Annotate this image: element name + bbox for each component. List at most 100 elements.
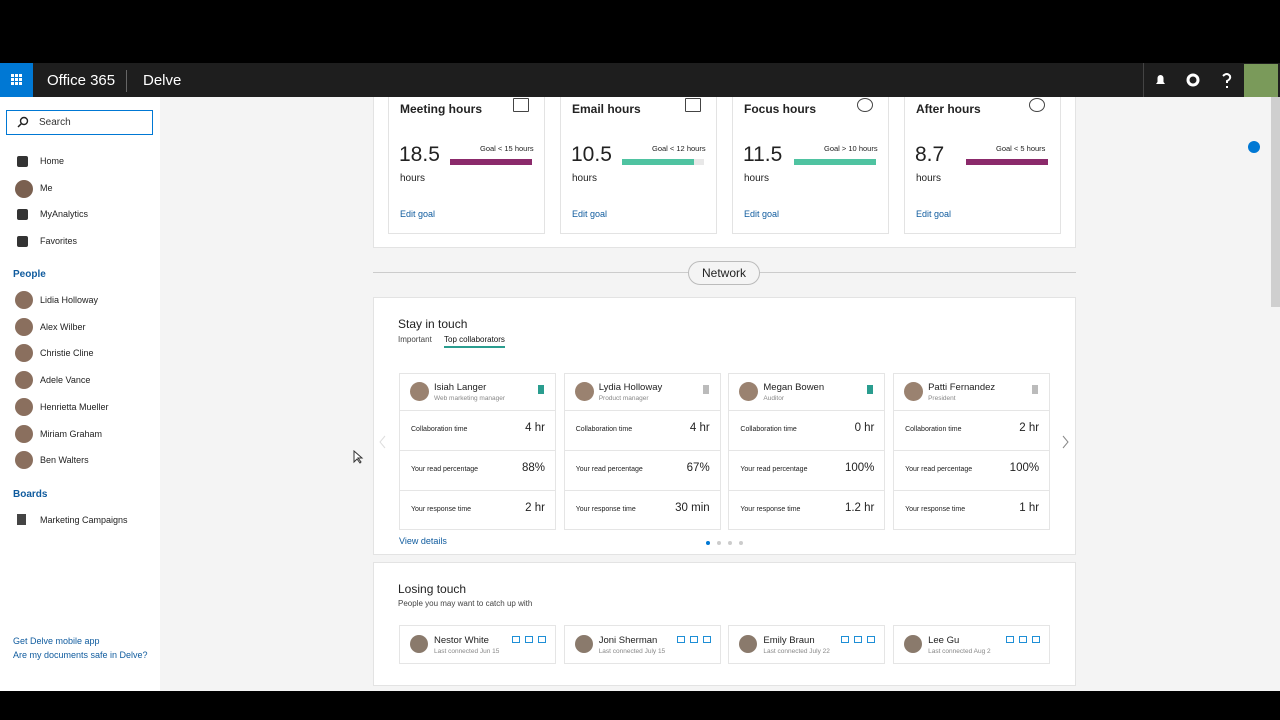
- card-icon: [1029, 98, 1045, 112]
- metric-row: [728, 450, 886, 451]
- contact-name[interactable]: Nestor White: [434, 635, 489, 646]
- footer-link[interactable]: Get Delve mobile app: [13, 636, 100, 646]
- profile-photo[interactable]: [1244, 64, 1278, 97]
- goal-bar: [450, 159, 532, 165]
- action-icon[interactable]: [1006, 636, 1015, 643]
- separator: [1143, 63, 1144, 97]
- search-placeholder: Search: [39, 117, 71, 128]
- view-details[interactable]: View details: [399, 536, 447, 546]
- pin-icon[interactable]: [867, 385, 874, 394]
- edit-goal[interactable]: Edit goal: [572, 209, 608, 219]
- action-icon[interactable]: [841, 636, 850, 643]
- card-icon: [513, 98, 529, 112]
- contact-name[interactable]: Lee Gu: [928, 635, 960, 646]
- card-icon: [685, 98, 701, 112]
- divider-pill: Network: [688, 261, 760, 285]
- person-link[interactable]: Ben Walters: [40, 455, 89, 466]
- board-link[interactable]: Marketing Campaigns: [40, 515, 128, 525]
- action-icon[interactable]: [1019, 636, 1028, 643]
- contact-name[interactable]: Joni Sherman: [598, 635, 658, 646]
- prev-arrow[interactable]: [379, 435, 386, 449]
- footer-link[interactable]: Are my documents safe in Delve?: [13, 650, 148, 660]
- collaborator-role: Web marketing manager: [434, 395, 506, 402]
- app-launcher[interactable]: [0, 63, 33, 97]
- card-title: Meeting hours: [400, 102, 483, 116]
- page-dots: [706, 541, 743, 545]
- action-icon[interactable]: [538, 636, 546, 643]
- pin-icon[interactable]: [1032, 385, 1039, 394]
- person-avatar: [15, 344, 33, 363]
- bell-icon[interactable]: [1156, 75, 1165, 84]
- tab[interactable]: Important: [398, 335, 432, 344]
- action-icon[interactable]: [1032, 636, 1041, 643]
- metric-label: Collaboration time: [411, 426, 468, 433]
- person-avatar: [15, 424, 33, 443]
- metric-row: [399, 410, 556, 411]
- person-avatar: [15, 371, 33, 390]
- collaborator-name[interactable]: Lydia Holloway: [598, 382, 663, 393]
- action-icon[interactable]: [512, 636, 520, 643]
- metric-label: Your response time: [575, 506, 636, 513]
- collaborator-name[interactable]: Patti Fernandez: [928, 382, 996, 393]
- edit-goal[interactable]: Edit goal: [400, 209, 436, 219]
- suite-name[interactable]: Office 365: [47, 72, 116, 89]
- contact-name[interactable]: Emily Braun: [763, 635, 815, 646]
- metric-label: Your response time: [740, 506, 801, 513]
- metric-value: 30 min: [675, 502, 710, 514]
- edit-goal[interactable]: Edit goal: [916, 209, 952, 219]
- person-link[interactable]: Henrietta Mueller: [40, 401, 109, 412]
- help-icon[interactable]: [1222, 73, 1232, 88]
- person-link[interactable]: Lidia Holloway: [40, 295, 99, 305]
- goal-label: Goal < 5 hours: [996, 144, 1046, 153]
- panel-title: Losing touch: [398, 582, 467, 596]
- goal-bar: [966, 159, 1048, 165]
- tab-selected[interactable]: Top collaborators: [444, 335, 505, 348]
- person-link[interactable]: Adele Vance: [40, 375, 91, 386]
- nav-item[interactable]: Home: [40, 156, 65, 166]
- nav-item[interactable]: MyAnalytics: [40, 209, 89, 220]
- metric-row: [893, 410, 1051, 411]
- header-icons: [1156, 73, 1232, 88]
- person-link[interactable]: Christie Cline: [40, 348, 94, 359]
- app-name[interactable]: Delve: [143, 72, 182, 89]
- gear-icon[interactable]: [1186, 73, 1200, 87]
- action-icon[interactable]: [525, 636, 533, 643]
- edit-goal[interactable]: Edit goal: [744, 209, 780, 219]
- panel-subtitle: People you may want to catch up with: [398, 599, 533, 608]
- section-heading: Boards: [13, 489, 48, 500]
- pin-icon[interactable]: [538, 385, 544, 394]
- metric-label: Your read percentage: [740, 466, 808, 473]
- avatar: [410, 382, 429, 401]
- metric-row: [563, 410, 721, 411]
- action-icon[interactable]: [854, 636, 863, 643]
- carousel-arrows: [379, 435, 1069, 449]
- metric-label: Collaboration time: [740, 426, 797, 433]
- person-link[interactable]: Alex Wilber: [40, 321, 86, 332]
- nav-item[interactable]: Me: [40, 182, 53, 193]
- collaborator-name[interactable]: Isiah Langer: [434, 382, 487, 393]
- next-arrow[interactable]: [1062, 435, 1069, 449]
- action-icon[interactable]: [689, 636, 698, 643]
- collaborator-name[interactable]: Megan Bowen: [763, 382, 825, 393]
- metric-label: Your read percentage: [905, 466, 973, 473]
- feedback-icon[interactable]: [1247, 140, 1261, 154]
- losing-touch-panel: [373, 562, 1076, 686]
- search-box[interactable]: [6, 110, 153, 135]
- collaborator-role: President: [928, 395, 956, 402]
- action-icon[interactable]: [867, 636, 876, 643]
- person-link[interactable]: Miriam Graham: [40, 428, 103, 439]
- separator: [126, 70, 127, 92]
- scrollbar[interactable]: [1271, 97, 1280, 307]
- action-icon[interactable]: [676, 636, 685, 643]
- action-icon[interactable]: [702, 636, 711, 643]
- metric-row: [728, 490, 886, 491]
- avatar: [739, 635, 758, 653]
- nav-icon: [17, 209, 28, 221]
- last-connected: Last connected July 15: [598, 648, 666, 655]
- metric-row: [399, 450, 556, 451]
- pin-icon[interactable]: [702, 385, 709, 394]
- hours-value: 8.7: [915, 143, 945, 166]
- nav-item[interactable]: Favorites: [40, 236, 78, 247]
